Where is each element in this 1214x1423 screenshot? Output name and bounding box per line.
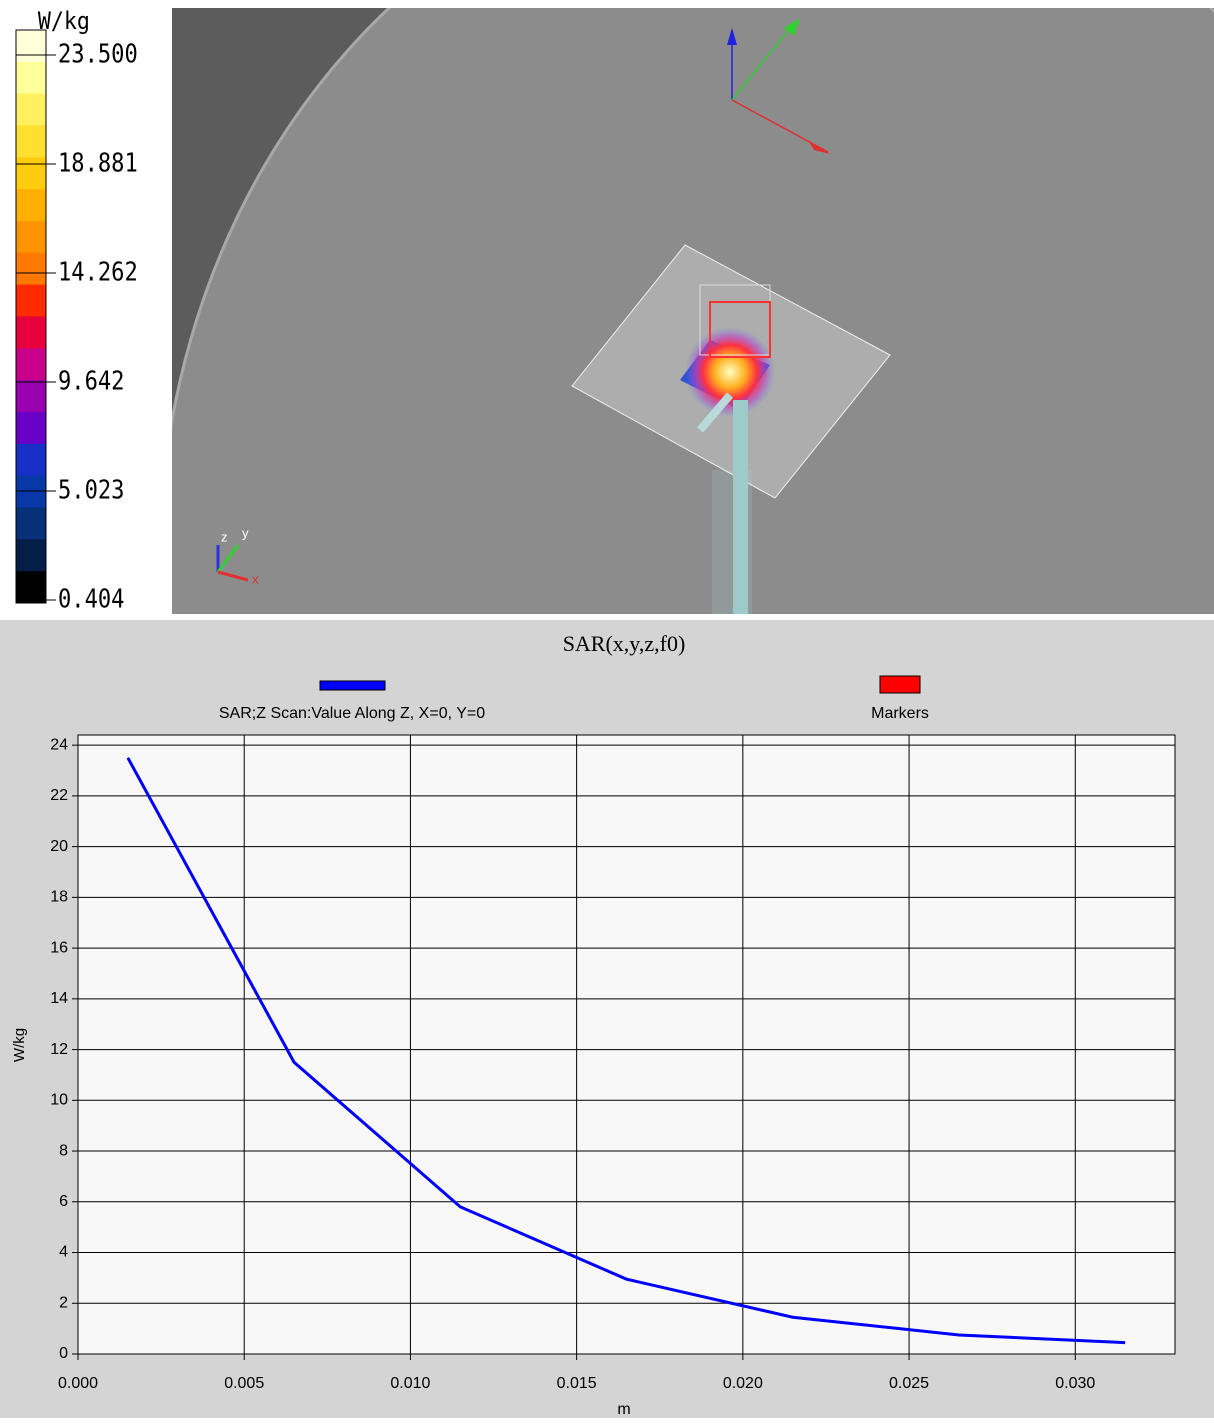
arrow — [727, 28, 737, 45]
triad-y — [216, 544, 240, 573]
zoom-box-red — [709, 301, 771, 358]
colorbar-tick-label: 23.500 — [58, 39, 138, 69]
arrow — [808, 140, 830, 154]
axis-y — [731, 21, 796, 101]
3d-view: z y x — [172, 8, 1214, 614]
colorbar-tick-label: 18.881 — [58, 148, 138, 178]
x-tick-label: 0.020 — [723, 1375, 763, 1392]
y-tick-label: 2 — [59, 1294, 68, 1311]
hotspot — [685, 327, 775, 417]
y-tick-label: 16 — [50, 939, 68, 956]
y-tick-label: 14 — [50, 990, 68, 1007]
colorbar-band — [16, 189, 46, 222]
colorbar-tick-label: 14.262 — [58, 257, 138, 287]
chart-title: SAR(x,y,z,f0) — [563, 631, 686, 656]
y-tick-label: 10 — [50, 1092, 68, 1109]
triad-label: y — [242, 525, 249, 540]
colorbar-band — [16, 443, 46, 477]
x-tick-label: 0.010 — [390, 1375, 430, 1392]
triad-label: x — [252, 571, 259, 586]
x-tick-label: 0.015 — [557, 1375, 597, 1392]
y-tick-label: 24 — [50, 736, 68, 753]
probe — [733, 400, 748, 614]
colorbar-unit: W/kg — [38, 8, 90, 35]
y-tick-label: 18 — [50, 889, 68, 906]
y-tick-label: 22 — [50, 787, 68, 804]
colorbar-band — [16, 475, 46, 508]
colorbar-tick-label: 9.642 — [58, 366, 124, 396]
legend-label: Markers — [871, 705, 929, 722]
colorbar-band — [16, 125, 46, 158]
colorbar-band — [16, 571, 46, 604]
y-axis-label: W/kg — [11, 1028, 28, 1062]
colorbar-band — [16, 316, 46, 349]
x-axis-label: m — [617, 1401, 630, 1418]
y-tick-label: 6 — [59, 1193, 68, 1210]
colorbar-band — [16, 380, 46, 413]
y-tick-label: 20 — [50, 838, 68, 855]
colorbar-band — [16, 30, 46, 63]
plot-area — [77, 734, 1176, 1355]
colorbar-band — [16, 221, 46, 254]
x-tick-label: 0.030 — [1055, 1375, 1095, 1392]
colorbar-band — [16, 412, 46, 445]
y-tick-label: 4 — [59, 1244, 68, 1261]
y-tick-label: 0 — [59, 1345, 68, 1362]
colorbar-tick-label: 5.023 — [58, 475, 124, 505]
colorbar-band — [16, 507, 46, 540]
triad-x — [217, 570, 249, 582]
legend-swatch — [319, 680, 386, 691]
y-tick-label: 8 — [59, 1142, 68, 1159]
x-tick-label: 0.000 — [58, 1375, 98, 1392]
colorbar-band — [16, 61, 46, 95]
colorbar-band — [16, 157, 46, 190]
x-tick-label: 0.025 — [889, 1375, 929, 1392]
legend-label: SAR;Z Scan:Value Along Z, X=0, Y=0 — [219, 705, 485, 722]
colorbar-band — [16, 284, 46, 317]
legend-swatch — [879, 675, 921, 694]
colorbar-tick-label: 0.404 — [58, 584, 124, 614]
x-tick-label: 0.005 — [224, 1375, 264, 1392]
colorbar-band — [16, 93, 46, 126]
probe-tilt — [696, 392, 734, 433]
colorbar-band — [16, 539, 46, 572]
y-tick-label: 12 — [50, 1041, 68, 1058]
colorbar-band — [16, 252, 46, 286]
data-line — [126, 757, 1126, 1345]
triad-label: z — [221, 529, 228, 544]
arrow — [784, 18, 800, 36]
colorbar-band — [16, 348, 46, 381]
colorbar-frame — [15, 29, 47, 604]
